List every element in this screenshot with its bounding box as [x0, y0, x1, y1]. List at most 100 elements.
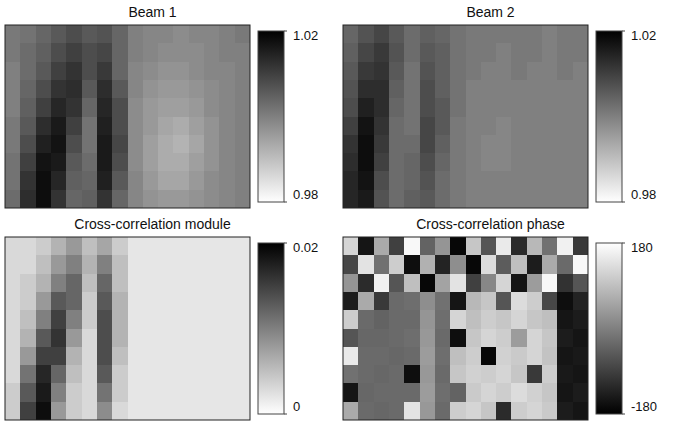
cell [219, 329, 235, 348]
cell [173, 383, 189, 402]
cell [573, 43, 588, 62]
cell [420, 383, 436, 402]
colorbar-label: 1.02 [293, 28, 318, 43]
cell [51, 255, 67, 274]
cell [143, 117, 159, 136]
cell [389, 255, 405, 274]
cell [573, 402, 588, 420]
cell [389, 237, 405, 256]
cell [51, 237, 67, 256]
cell [450, 329, 466, 348]
cell [204, 43, 220, 62]
cell [435, 329, 451, 348]
cell [143, 365, 159, 384]
cell [343, 310, 359, 329]
cell [358, 365, 374, 384]
cell [189, 347, 205, 366]
cell [358, 347, 374, 366]
cell [128, 135, 144, 154]
cell [97, 171, 113, 190]
cell [496, 329, 512, 348]
cell [36, 190, 52, 208]
cell [36, 255, 52, 274]
cell [404, 171, 420, 190]
cell [542, 292, 558, 311]
cell [189, 25, 205, 44]
cell [204, 98, 220, 117]
cell [420, 43, 436, 62]
cell [343, 402, 359, 420]
cell [358, 310, 374, 329]
cell [97, 25, 113, 44]
cell [542, 190, 558, 208]
cell [557, 274, 573, 293]
cell [112, 62, 128, 81]
cell [158, 365, 174, 384]
cell [189, 117, 205, 136]
cell [573, 80, 588, 99]
cell [143, 80, 159, 99]
cell [219, 62, 235, 81]
cell [573, 274, 588, 293]
cell [5, 310, 21, 329]
cell [343, 135, 359, 154]
cell [97, 347, 113, 366]
cell [36, 171, 52, 190]
cell [374, 383, 390, 402]
cell [20, 255, 36, 274]
cell [450, 153, 466, 172]
cell [36, 310, 52, 329]
cell [542, 237, 558, 256]
cells [343, 237, 588, 420]
cell [511, 153, 527, 172]
cell [189, 190, 205, 208]
cell [204, 310, 220, 329]
colorbar-label: 0.98 [631, 187, 656, 202]
cell [235, 80, 250, 99]
cell [51, 383, 67, 402]
cell [450, 237, 466, 256]
cell [36, 383, 52, 402]
cell [557, 25, 573, 44]
cell [389, 43, 405, 62]
cell [343, 117, 359, 136]
cell [97, 135, 113, 154]
cell [435, 80, 451, 99]
cell [82, 292, 98, 311]
cell [496, 171, 512, 190]
cell [51, 274, 67, 293]
cell [235, 329, 250, 348]
cell [128, 274, 144, 293]
cell [204, 153, 220, 172]
cell [343, 43, 359, 62]
cell [158, 292, 174, 311]
cell [511, 171, 527, 190]
cell [358, 274, 374, 293]
cell [358, 292, 374, 311]
cell [51, 329, 67, 348]
cell [235, 347, 250, 366]
cell [343, 98, 359, 117]
cell [374, 25, 390, 44]
cell [189, 135, 205, 154]
cell [450, 255, 466, 274]
cell [450, 43, 466, 62]
cell [466, 62, 482, 81]
cell [112, 347, 128, 366]
cell [389, 135, 405, 154]
cell [66, 274, 82, 293]
cell [173, 292, 189, 311]
cell [496, 117, 512, 136]
cell [573, 310, 588, 329]
cell [573, 347, 588, 366]
cell [66, 153, 82, 172]
cell [481, 190, 497, 208]
cell [51, 25, 67, 44]
cell [66, 117, 82, 136]
cell [219, 347, 235, 366]
cell [143, 292, 159, 311]
cell [51, 365, 67, 384]
cell [20, 98, 36, 117]
cell [112, 171, 128, 190]
cell [527, 153, 543, 172]
